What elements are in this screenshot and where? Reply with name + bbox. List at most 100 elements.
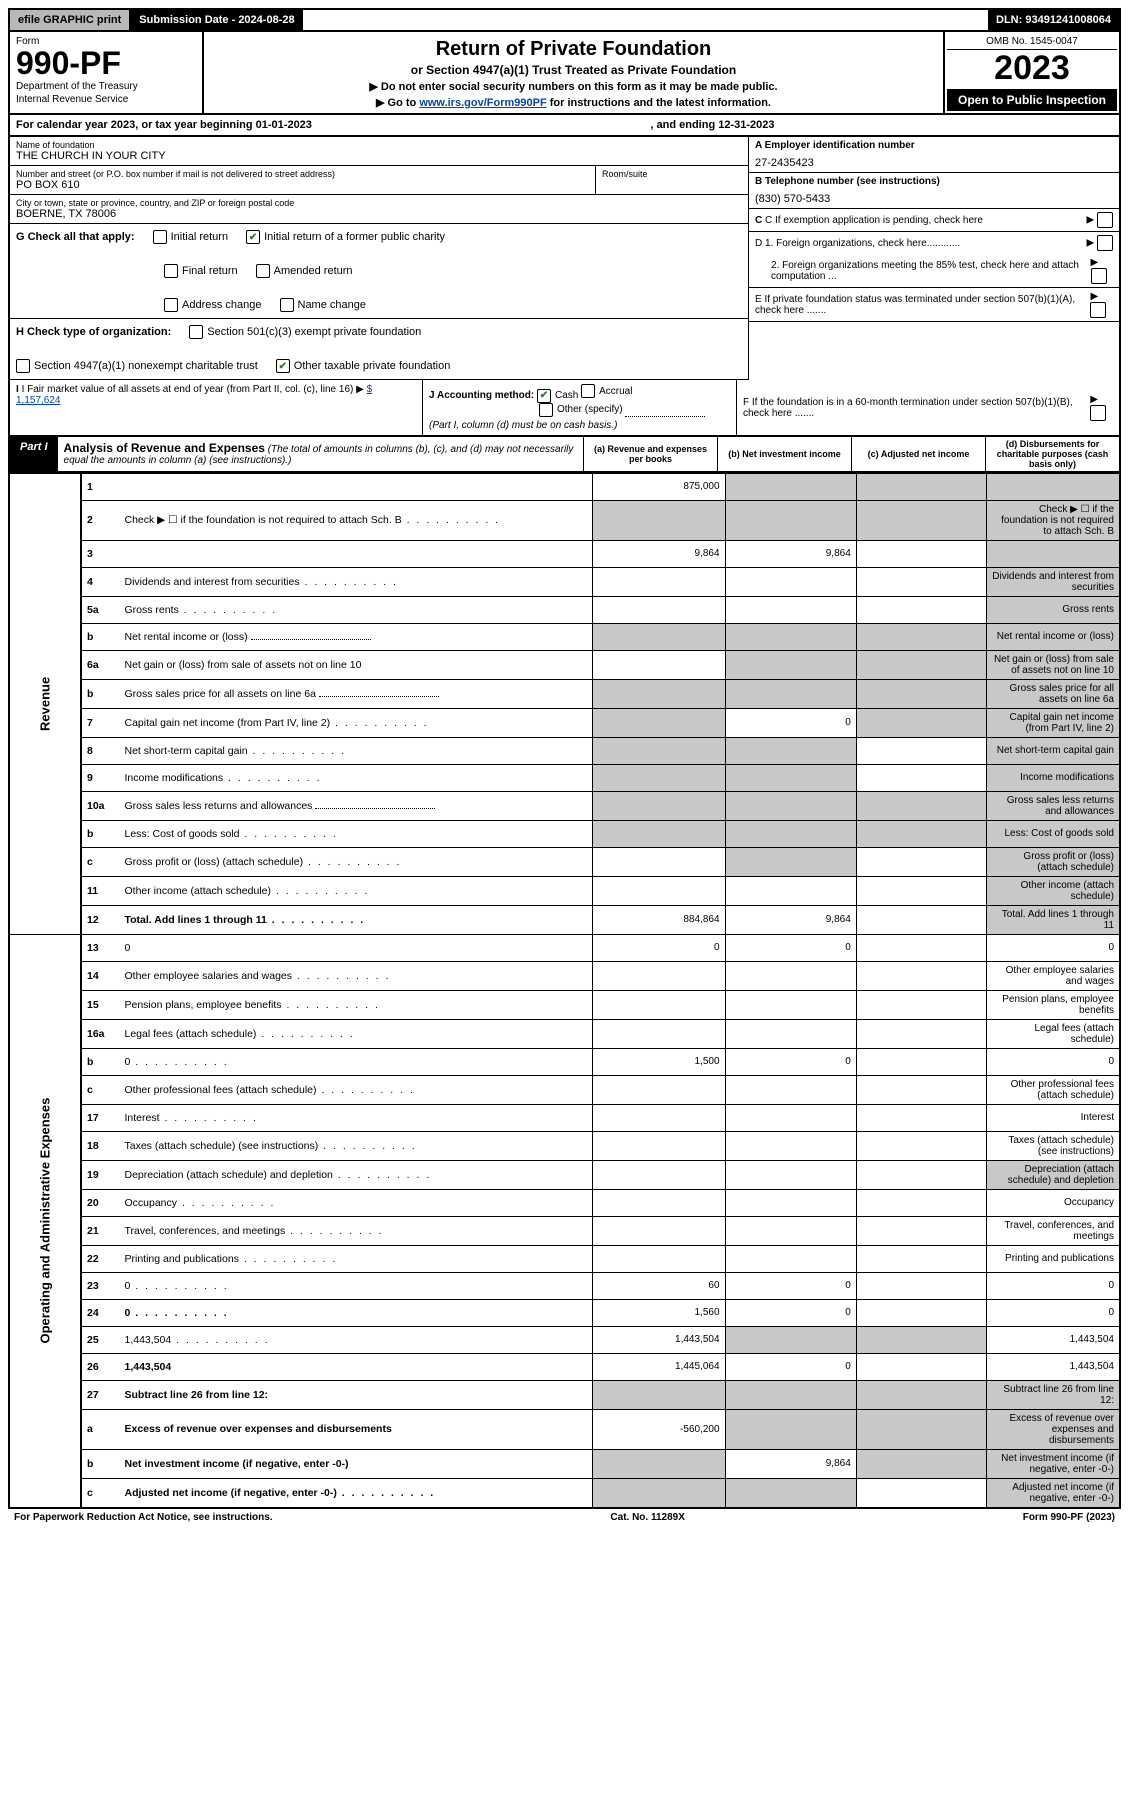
initial-return-check[interactable]: Initial return — [153, 230, 228, 244]
part1-header: Part I Analysis of Revenue and Expenses … — [8, 437, 1121, 473]
table-row: 14Other employee salaries and wagesOther… — [9, 961, 1120, 990]
row-desc: Travel, conferences, and meetings — [120, 1216, 593, 1245]
table-row: 6aNet gain or (loss) from sale of assets… — [9, 650, 1120, 679]
d1-checkbox[interactable] — [1097, 235, 1113, 251]
amount-cell — [593, 679, 725, 708]
row-number: 16a — [81, 1019, 120, 1048]
amount-cell — [856, 1380, 986, 1409]
row-desc: Total. Add lines 1 through 11 — [120, 905, 593, 934]
row-number: 20 — [81, 1189, 120, 1216]
room-cell: Room/suite — [596, 166, 748, 195]
table-row: 21Travel, conferences, and meetingsTrave… — [9, 1216, 1120, 1245]
table-row: 10aGross sales less returns and allowanc… — [9, 791, 1120, 820]
accrual-check[interactable]: Accrual — [581, 384, 632, 398]
address-change-check[interactable]: Address change — [164, 298, 262, 312]
amount-cell — [725, 596, 856, 623]
form-header: Form 990-PF Department of the Treasury I… — [8, 32, 1121, 115]
table-row: 22Printing and publicationsPrinting and … — [9, 1245, 1120, 1272]
table-row: 2Check ▶ ☐ if the foundation is not requ… — [9, 500, 1120, 540]
amount-cell — [856, 820, 986, 847]
c-checkbox[interactable] — [1097, 212, 1113, 228]
amount-cell — [856, 1478, 986, 1508]
row-desc: Net gain or (loss) from sale of assets n… — [120, 650, 593, 679]
row-number: c — [81, 847, 120, 876]
table-row: bLess: Cost of goods soldLess: Cost of g… — [9, 820, 1120, 847]
row-number: 21 — [81, 1216, 120, 1245]
amount-cell — [593, 1019, 725, 1048]
cat-number: Cat. No. 11289X — [610, 1512, 684, 1523]
amount-cell: 1,500 — [593, 1048, 725, 1075]
initial-former-check[interactable]: Initial return of a former public charit… — [246, 230, 445, 244]
name-change-check[interactable]: Name change — [280, 298, 367, 312]
amount-cell — [725, 1019, 856, 1048]
part1-label: Part I — [10, 437, 58, 471]
table-row: 251,443,5041,443,5041,443,504 — [9, 1326, 1120, 1353]
amount-cell: 0 — [986, 1272, 1120, 1299]
form-url-link[interactable]: www.irs.gov/Form990PF — [419, 97, 546, 109]
col-c-head: (c) Adjusted net income — [852, 437, 986, 471]
row-number: 1 — [81, 473, 120, 500]
table-row: 15Pension plans, employee benefitsPensio… — [9, 990, 1120, 1019]
other-taxable-check[interactable]: Other taxable private foundation — [276, 359, 451, 373]
ij-row: I I Fair market value of all assets at e… — [8, 380, 1121, 437]
row-number: b — [81, 679, 120, 708]
amount-cell: 1,445,064 — [593, 1353, 725, 1380]
amount-cell — [725, 961, 856, 990]
amount-cell: Gross sales less returns and allowances — [986, 791, 1120, 820]
row-desc: 1,443,504 — [120, 1326, 593, 1353]
h-check-row: H Check type of organization: Section 50… — [10, 319, 748, 380]
amount-cell — [725, 737, 856, 764]
cash-check[interactable]: Cash — [537, 389, 578, 403]
row-number: b — [81, 623, 120, 650]
amount-cell — [593, 764, 725, 791]
form-subtitle: or Section 4947(a)(1) Trust Treated as P… — [210, 63, 937, 77]
table-row: Operating and Administrative Expenses130… — [9, 934, 1120, 961]
amount-cell — [593, 1104, 725, 1131]
501c3-check[interactable]: Section 501(c)(3) exempt private foundat… — [189, 325, 421, 339]
other-method-check[interactable]: Other (specify) — [539, 403, 623, 417]
row-number: 12 — [81, 905, 120, 934]
amount-cell — [856, 650, 986, 679]
row-desc: Printing and publications — [120, 1245, 593, 1272]
amount-cell — [856, 1299, 986, 1326]
amount-cell: 1,443,504 — [593, 1326, 725, 1353]
amount-cell: 1,443,504 — [986, 1326, 1120, 1353]
row-number: 24 — [81, 1299, 120, 1326]
amount-cell: 1,560 — [593, 1299, 725, 1326]
amended-return-check[interactable]: Amended return — [256, 264, 353, 278]
amount-cell: Gross profit or (loss) (attach schedule) — [986, 847, 1120, 876]
4947-check[interactable]: Section 4947(a)(1) nonexempt charitable … — [16, 359, 258, 373]
amount-cell: 875,000 — [593, 473, 725, 500]
row-desc: Pension plans, employee benefits — [120, 990, 593, 1019]
amount-cell — [856, 1409, 986, 1449]
amount-cell — [593, 596, 725, 623]
e-checkbox[interactable] — [1090, 302, 1106, 318]
calendar-year-row: For calendar year 2023, or tax year begi… — [8, 115, 1121, 137]
amount-cell — [856, 934, 986, 961]
amount-cell: 0 — [725, 1299, 856, 1326]
amount-cell — [856, 540, 986, 567]
amount-cell — [593, 990, 725, 1019]
amount-cell — [856, 708, 986, 737]
row-desc: Other employee salaries and wages — [120, 961, 593, 990]
foundation-name-cell: Name of foundation THE CHURCH IN YOUR CI… — [10, 137, 748, 166]
row-desc: Capital gain net income (from Part IV, l… — [120, 708, 593, 737]
row-desc: Net short-term capital gain — [120, 737, 593, 764]
table-row: 2306000 — [9, 1272, 1120, 1299]
row-desc: Dividends and interest from securities — [120, 567, 593, 596]
col-d-head: (d) Disbursements for charitable purpose… — [986, 437, 1119, 471]
col-b-head: (b) Net investment income — [718, 437, 852, 471]
omb-number: OMB No. 1545-0047 — [947, 34, 1117, 50]
amount-cell — [725, 1409, 856, 1449]
amount-cell: 9,864 — [725, 1449, 856, 1478]
amount-cell — [593, 1189, 725, 1216]
d2-checkbox[interactable] — [1091, 268, 1107, 284]
amount-cell: Adjusted net income (if negative, enter … — [986, 1478, 1120, 1508]
final-return-check[interactable]: Final return — [164, 264, 238, 278]
amount-cell: 884,864 — [593, 905, 725, 934]
table-row: 9Income modificationsIncome modification… — [9, 764, 1120, 791]
amount-cell: Net short-term capital gain — [986, 737, 1120, 764]
row-desc: Gross profit or (loss) (attach schedule) — [120, 847, 593, 876]
f-checkbox[interactable] — [1090, 405, 1106, 421]
amount-cell: Subtract line 26 from line 12: — [986, 1380, 1120, 1409]
